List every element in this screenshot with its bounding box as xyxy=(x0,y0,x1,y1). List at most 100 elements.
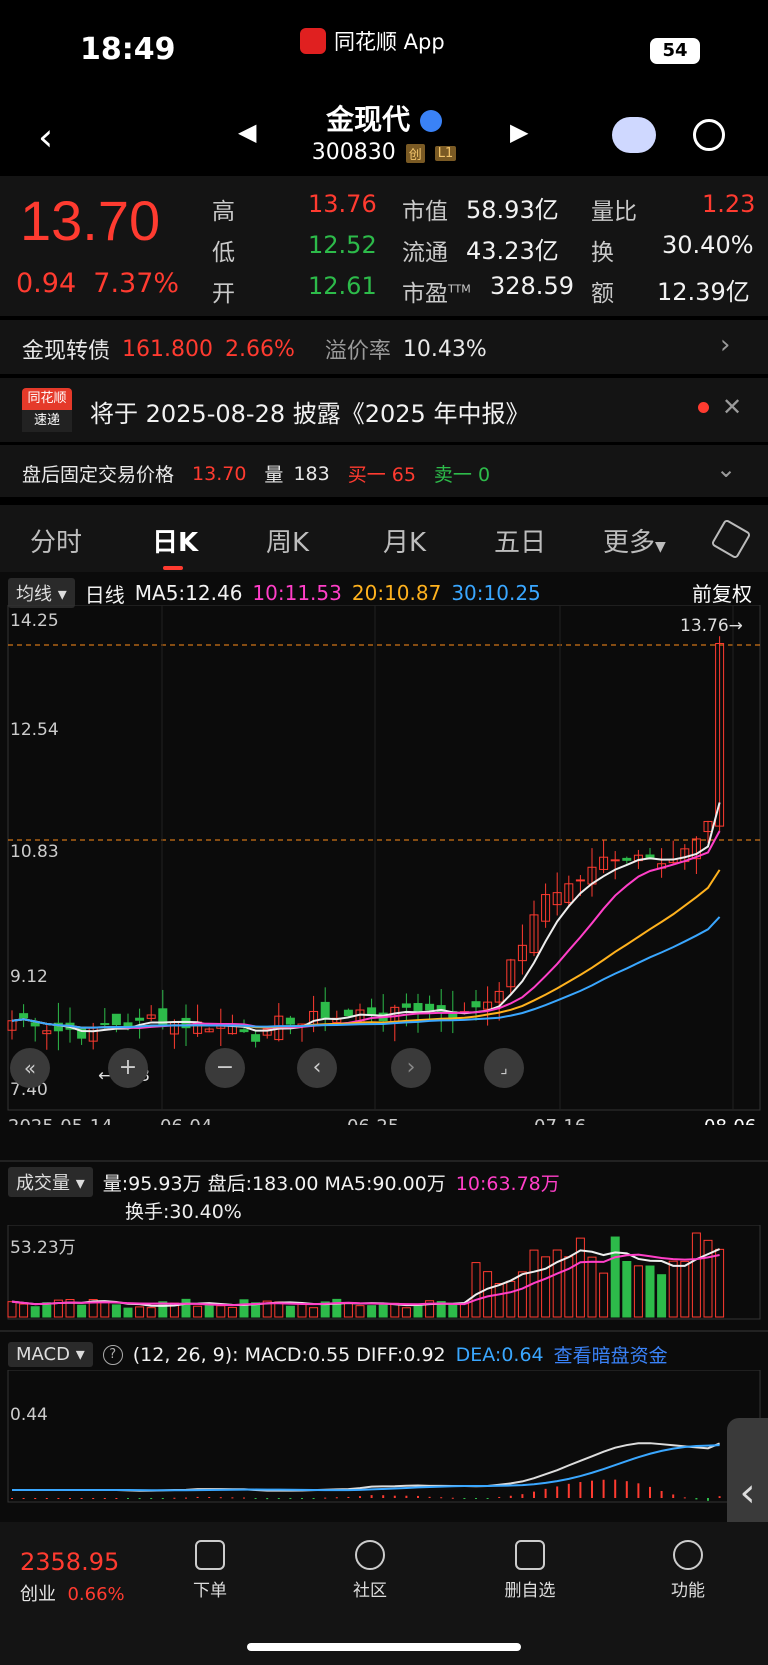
macd-params: (12, 26, 9): MACD:0.55 DIFF:0.92 xyxy=(132,1343,446,1366)
macd-bar xyxy=(69,1498,71,1499)
mktcap-value: 58.93亿 xyxy=(466,196,559,224)
macd-bar xyxy=(579,1482,582,1498)
dea-line xyxy=(12,1444,720,1492)
volume-legend: 成交量 ▾ 量:95.93万 盘后:183.00 MA5:90.00万 10:6… xyxy=(8,1167,560,1197)
candle-body xyxy=(320,1001,330,1019)
high-label: 高 xyxy=(212,199,235,225)
macd-bar xyxy=(266,1498,269,1500)
volume-bar xyxy=(100,1300,110,1318)
ma-selector[interactable]: 均线 ▾ xyxy=(8,578,75,608)
candle-body xyxy=(599,856,609,870)
pan-left-icon[interactable]: ‹ xyxy=(297,1048,337,1088)
scroll-left-icon[interactable]: « xyxy=(10,1048,50,1088)
nav-functions[interactable]: 功能 xyxy=(648,1540,728,1601)
macd-bar xyxy=(660,1490,663,1498)
help-icon[interactable]: ? xyxy=(102,1344,123,1365)
dark-pool-link[interactable]: 查看暗盘资金 xyxy=(553,1345,668,1367)
volume-bar xyxy=(77,1304,87,1318)
ma20-value: 20:10.87 xyxy=(351,581,442,605)
volume-bar xyxy=(146,1307,156,1318)
tab-more-label: 更多 xyxy=(603,528,656,558)
diff-line xyxy=(12,1442,720,1492)
nav-remove-watchlist[interactable]: 删自选 xyxy=(490,1540,570,1601)
nav-community[interactable]: 社区 xyxy=(330,1540,410,1601)
after-hours-vol: 183 xyxy=(293,462,330,485)
macd-bar xyxy=(243,1497,245,1499)
close-icon[interactable]: ✕ xyxy=(722,393,743,421)
back-button[interactable]: ‹ xyxy=(38,115,54,159)
macd-selector[interactable]: MACD ▾ xyxy=(8,1342,93,1367)
convertible-bond-row[interactable] xyxy=(0,320,768,374)
next-stock-button[interactable]: ▶ xyxy=(510,118,529,146)
macd-bar xyxy=(127,1498,129,1499)
pan-right-icon[interactable]: › xyxy=(391,1048,431,1088)
candle-body xyxy=(343,1009,353,1017)
battery-indicator: 54 xyxy=(650,38,700,64)
candle-body xyxy=(146,1014,156,1019)
bond-info[interactable]: 金现转债 161.800 2.66% 溢价率 10.43% xyxy=(22,333,487,365)
assistant-robot-icon[interactable] xyxy=(612,117,656,153)
change-pct: 7.37% xyxy=(93,268,180,299)
zoom-in-icon[interactable]: + xyxy=(108,1048,148,1088)
candle-body xyxy=(111,1013,121,1026)
candle-body xyxy=(285,1017,295,1025)
macd-y-tick: 0.44 xyxy=(10,1405,48,1425)
caret-down-icon: ▼ xyxy=(655,539,666,555)
macd-bar xyxy=(428,1496,431,1498)
tab-timeshare[interactable]: 分时 xyxy=(30,528,83,558)
candle-body xyxy=(529,914,539,954)
volume-bar xyxy=(181,1298,191,1318)
macd-bar xyxy=(347,1496,350,1498)
stock-code-text: 300830 xyxy=(311,140,396,165)
volratio-label: 量比 xyxy=(591,199,637,225)
macd-bar xyxy=(289,1498,292,1499)
volume-bar xyxy=(587,1256,597,1318)
candle-body xyxy=(401,1003,411,1008)
fullscreen-icon[interactable]: ⌟ xyxy=(484,1048,524,1088)
zoom-out-icon[interactable]: − xyxy=(205,1048,245,1088)
volume-bar xyxy=(691,1232,701,1318)
volume-bar xyxy=(53,1299,63,1318)
chevron-right-icon[interactable]: › xyxy=(720,330,731,360)
volume-bar xyxy=(517,1271,527,1318)
macd-bar xyxy=(591,1480,593,1498)
tab-daily-k[interactable]: 日K xyxy=(152,528,199,558)
app-title: 同花顺 App xyxy=(334,30,445,54)
volume-bar xyxy=(285,1305,295,1318)
macd-bar xyxy=(382,1495,385,1498)
after-hours-sell: 卖一 0 xyxy=(433,464,491,486)
nav-order[interactable]: 下单 xyxy=(170,1540,250,1601)
notice-text[interactable]: 将于 2025-08-28 披露《2025 年中报》 xyxy=(90,400,530,428)
tab-weekly-k[interactable]: 周K xyxy=(266,528,310,558)
volume-bar xyxy=(436,1301,446,1318)
after-hours-label: 盘后固定交易价格 xyxy=(22,464,175,486)
bond-price: 161.800 xyxy=(122,336,213,362)
x-tick: 06-25 xyxy=(347,1116,399,1125)
candle-body xyxy=(135,1017,145,1021)
macd-bar xyxy=(672,1494,675,1498)
volume-bar xyxy=(633,1265,643,1318)
macd-bar xyxy=(556,1486,559,1498)
macd-bar xyxy=(254,1498,257,1499)
kline-chart[interactable]: 14.25 12.54 10.83 9.12 7.40 13.76→ ←8.13… xyxy=(0,605,768,1125)
search-icon[interactable] xyxy=(693,119,725,151)
macd-bar xyxy=(683,1497,686,1499)
notice-banner[interactable] xyxy=(0,378,768,442)
prev-stock-button[interactable]: ◀ xyxy=(238,118,257,146)
chevron-down-icon[interactable]: ⌄ xyxy=(716,455,737,483)
high-value: 13.76 xyxy=(308,190,377,218)
index-ticker[interactable]: 2358.95 创业 0.66% xyxy=(20,1548,125,1606)
after-hours-row[interactable] xyxy=(0,445,768,497)
volume-selector[interactable]: 成交量 ▾ xyxy=(8,1167,93,1197)
candle-body xyxy=(610,859,620,862)
tab-monthly-k[interactable]: 月K xyxy=(383,528,427,558)
volume-bar xyxy=(7,1301,17,1318)
y-tick: 9.12 xyxy=(10,967,48,987)
candle-body xyxy=(367,1007,377,1015)
tab-five-day[interactable]: 五日 xyxy=(494,528,547,558)
volume-y-tick: 53.23万 xyxy=(10,1238,76,1258)
adjust-mode[interactable]: 前复权 xyxy=(692,582,752,606)
volume-bar xyxy=(239,1299,249,1318)
ths-express-logo: 同花顺 速递 xyxy=(22,388,72,432)
tab-more[interactable]: 更多▼ xyxy=(603,522,666,559)
